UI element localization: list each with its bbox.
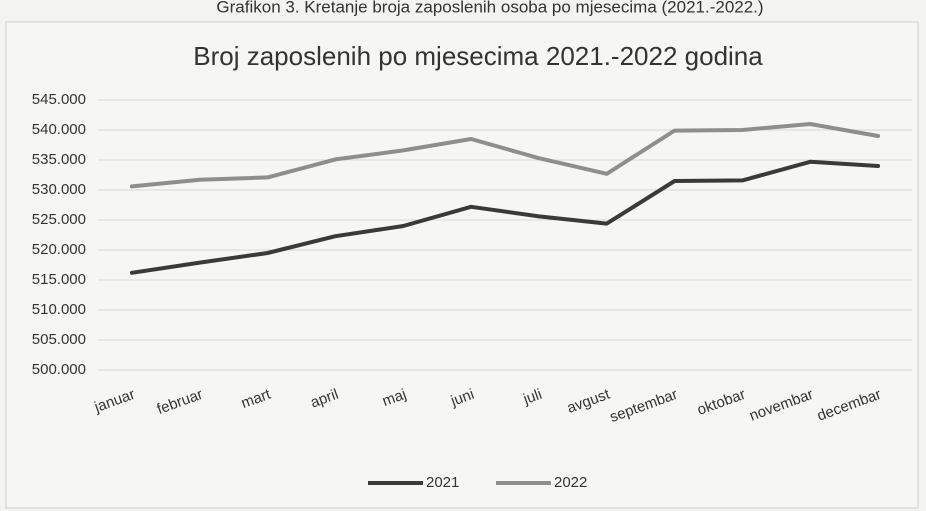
y-tick-label: 510.000 (32, 301, 86, 318)
y-tick-label: 545.000 (32, 91, 86, 108)
legend-label: 2022 (554, 474, 587, 491)
chart-title: Broj zaposlenih po mjesecima 2021.-2022 … (193, 41, 763, 71)
y-tick-label: 500.000 (32, 361, 86, 378)
y-tick-label: 530.000 (32, 181, 86, 198)
series-line (129, 122, 881, 189)
series-line (129, 159, 881, 275)
caption: Grafikon 3. Kretanje broja zaposlenih os… (216, 0, 763, 16)
chart-frame (5, 21, 919, 509)
y-tick-label: 525.000 (32, 211, 86, 228)
y-tick-label: 520.000 (32, 241, 86, 258)
y-tick-label: 540.000 (32, 121, 86, 138)
y-tick-label: 535.000 (32, 151, 86, 168)
x-tick-label: juli (520, 386, 544, 409)
y-tick-label: 505.000 (32, 331, 86, 348)
y-tick-label: 515.000 (32, 271, 86, 288)
legend-label: 2021 (426, 474, 459, 491)
